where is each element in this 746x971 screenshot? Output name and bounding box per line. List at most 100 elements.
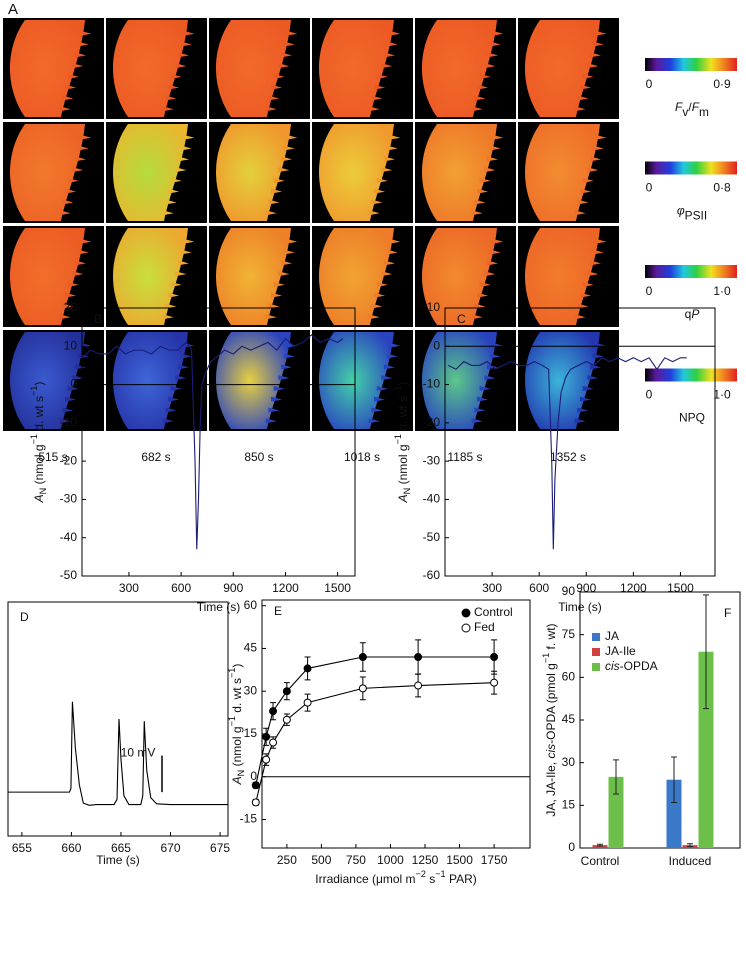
y-axis-title-part: d. wt s [396, 396, 410, 434]
y-tick-label: 60 [244, 598, 258, 612]
x-axis-title-part: PAR) [446, 872, 477, 886]
colorbar-min: 0 [646, 181, 653, 195]
y-axis-title-part: d. wt s [230, 678, 244, 716]
colorbar-title: qP [685, 307, 700, 321]
x-tick-label: 600 [529, 581, 549, 595]
scale-bar-label: 10 mV [121, 746, 156, 760]
x-tick-label: Control [581, 854, 620, 868]
y-tick-label: 20 [64, 300, 78, 314]
legend-swatch [592, 633, 600, 641]
x-tick-label: 1500 [667, 581, 694, 595]
legend-swatch [592, 648, 600, 656]
y-axis-title-part: A [230, 776, 244, 785]
legend-label: cis-OPDA [605, 659, 658, 673]
panel-label: D [20, 610, 29, 624]
y-axis-title: AN (nmol g−1 d. wt s−1) [29, 382, 48, 504]
y-tick-label: 30 [562, 755, 576, 769]
y-tick-label: 0 [70, 377, 77, 391]
plot-frame [262, 600, 530, 848]
legend-marker [462, 609, 470, 617]
x-tick-label: 655 [12, 841, 32, 855]
data-point [283, 716, 290, 723]
legend-label: Control [474, 605, 513, 619]
legend-label: Fed [474, 620, 495, 634]
colorbar [645, 369, 737, 382]
y-tick-label: -10 [60, 415, 78, 429]
time-label: 850 s [244, 450, 273, 464]
y-tick-label: 45 [562, 712, 576, 726]
y-tick-label: -15 [240, 812, 258, 826]
y-tick-label: -30 [423, 453, 441, 467]
y-axis-title-part: N [236, 770, 246, 777]
colorbar-title: φPSII [677, 204, 707, 223]
data-point [263, 756, 270, 763]
y-axis-title-part: ) [396, 382, 410, 386]
data-point [491, 654, 498, 661]
data-point [415, 682, 422, 689]
y-axis-title-part: −1 [227, 716, 237, 726]
colorbar-title-part: PSII [685, 209, 707, 223]
colorbar-min: 0 [646, 77, 653, 91]
y-tick-label: -30 [60, 492, 78, 506]
x-axis-title-part: s [426, 872, 435, 886]
trace-line [8, 702, 228, 805]
x-tick-label: 1500 [324, 581, 351, 595]
x-tick-label: 900 [223, 581, 243, 595]
x-tick-label: 250 [277, 853, 297, 867]
y-tick-label: 75 [562, 627, 576, 641]
legend-label: JA [605, 629, 619, 643]
y-tick-label: -10 [423, 377, 441, 391]
y-tick-label: 15 [562, 798, 576, 812]
y-tick-label: -20 [60, 453, 78, 467]
data-point [304, 665, 311, 672]
y-axis-title-part: JA, JA-Ile, [544, 759, 558, 817]
y-axis-title-part: ) [32, 382, 46, 386]
x-tick-label: 600 [171, 581, 191, 595]
colorbar [645, 265, 737, 278]
panel-label: B [94, 312, 102, 326]
x-tick-label: 670 [161, 841, 181, 855]
y-tick-label: 15 [244, 726, 258, 740]
colorbar [645, 58, 737, 71]
x-axis-title-part: −1 [435, 869, 445, 879]
legend-label: JA-Ile [605, 644, 636, 658]
plot-frame [8, 602, 228, 836]
y-tick-label: 0 [433, 338, 440, 352]
time-label: 1018 s [344, 450, 380, 464]
data-point [491, 679, 498, 686]
error-bar [687, 844, 693, 847]
y-axis-title-part: (nmol g [230, 726, 244, 769]
y-tick-label: -50 [60, 568, 78, 582]
x-axis-title-part: Irradiance (μmol m [315, 872, 415, 886]
data-point [252, 782, 259, 789]
y-axis-title-part: −1 [393, 434, 403, 444]
y-tick-label: -40 [60, 530, 78, 544]
data-point [270, 739, 277, 746]
y-axis-title-part: −1 [29, 434, 39, 444]
y-axis-title-part: (nmol g [32, 444, 46, 487]
y-axis-title-part: (nmol g [396, 444, 410, 487]
panel-label: A [8, 1, 18, 18]
panel-label: E [274, 604, 282, 618]
colorbar-title-part: q [685, 307, 692, 321]
y-axis-title-part: −1 [29, 386, 39, 396]
x-axis-title: Irradiance (μmol m−2 s−1 PAR) [315, 869, 477, 886]
time-label: 682 s [141, 450, 170, 464]
colorbar-max: 1·0 [713, 284, 731, 298]
legend-label-part: -OPDA [620, 659, 658, 673]
colorbar-max: 0·9 [713, 77, 731, 91]
y-tick-label: 45 [244, 641, 258, 655]
y-tick-label: 10 [64, 338, 78, 352]
y-tick-label: -20 [423, 415, 441, 429]
x-tick-label: 1500 [446, 853, 473, 867]
y-axis-title-part: N [402, 488, 412, 495]
x-tick-label: 675 [210, 841, 230, 855]
x-tick-label: 1200 [620, 581, 647, 595]
y-axis-title-part: A [32, 494, 46, 503]
colorbar-min: 0 [646, 388, 653, 402]
y-tick-label: 60 [562, 670, 576, 684]
y-axis-title-part: cis [544, 744, 558, 759]
data-point [283, 688, 290, 695]
